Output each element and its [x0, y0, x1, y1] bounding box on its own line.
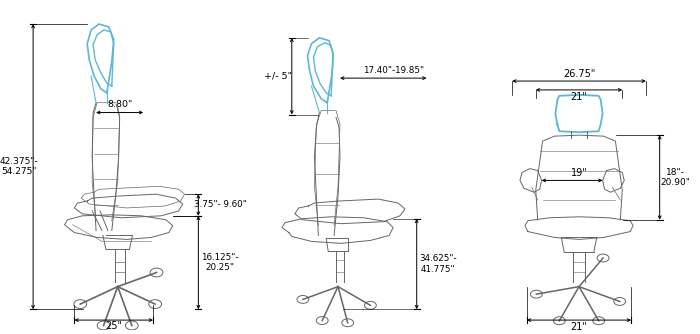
Text: 34.625"-
41.775": 34.625"- 41.775"	[419, 254, 457, 274]
Text: 19": 19"	[570, 168, 587, 178]
Text: 21": 21"	[570, 322, 587, 332]
Text: 21": 21"	[570, 92, 587, 102]
Text: +/- 5": +/- 5"	[264, 72, 292, 80]
Text: 3.75"- 9.60": 3.75"- 9.60"	[194, 200, 246, 209]
Text: 26.75": 26.75"	[563, 69, 595, 79]
Text: 16.125"-
20.25": 16.125"- 20.25"	[201, 253, 239, 272]
Text: 18"-
20.90": 18"- 20.90"	[661, 168, 690, 187]
Text: 17.40"-19.85": 17.40"-19.85"	[363, 66, 424, 75]
Text: 25": 25"	[105, 321, 122, 331]
Text: 42.375"-
54.275": 42.375"- 54.275"	[0, 157, 38, 176]
Text: 8.80": 8.80"	[107, 100, 132, 109]
